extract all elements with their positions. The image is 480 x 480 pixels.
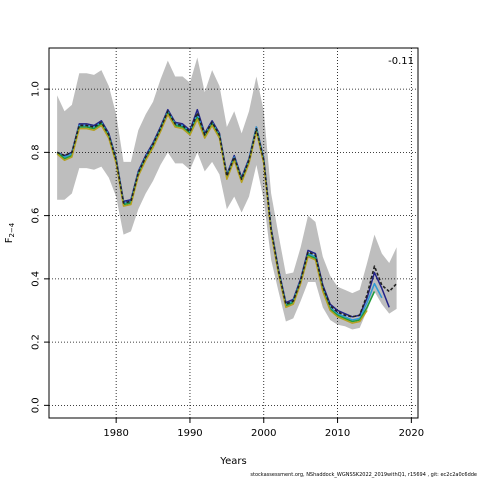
confidence-band-area (57, 57, 397, 330)
y-axis-label: F2−4 (4, 222, 17, 243)
chart-annotation: -0.11 (388, 56, 414, 67)
y-axis-label-sub: 2−4 (8, 222, 16, 237)
plot-frame (48, 47, 419, 419)
y-axis-label-base: F (4, 237, 15, 243)
series-line-4 (56, 113, 368, 324)
x-tick-label: 2020 (399, 428, 424, 439)
confidence-band (57, 57, 397, 330)
y-tick-label: 0.4 (31, 271, 42, 287)
footer-credit: stockassessment.org, NShaddock_WGNSSK202… (250, 472, 477, 478)
series-lines (56, 108, 398, 324)
series-line-5 (56, 110, 398, 318)
y-tick-label: 0.0 (31, 397, 42, 413)
axes: 1980 1990 2000 2010 2020 0.0 0.2 0.4 0.6 0.8 1.0 (31, 81, 425, 439)
y-tick-label: 0.2 (31, 334, 42, 350)
x-tick-label: 2010 (325, 428, 350, 439)
y-tick-label: 1.0 (31, 81, 42, 97)
x-axis-label: Years (219, 456, 246, 467)
y-tick-label: 0.8 (31, 144, 42, 160)
x-tick-label: 2000 (251, 428, 276, 439)
y-tick-label: 0.6 (31, 208, 42, 224)
x-tick-label: 1980 (103, 428, 128, 439)
x-tick-label: 1990 (177, 428, 202, 439)
